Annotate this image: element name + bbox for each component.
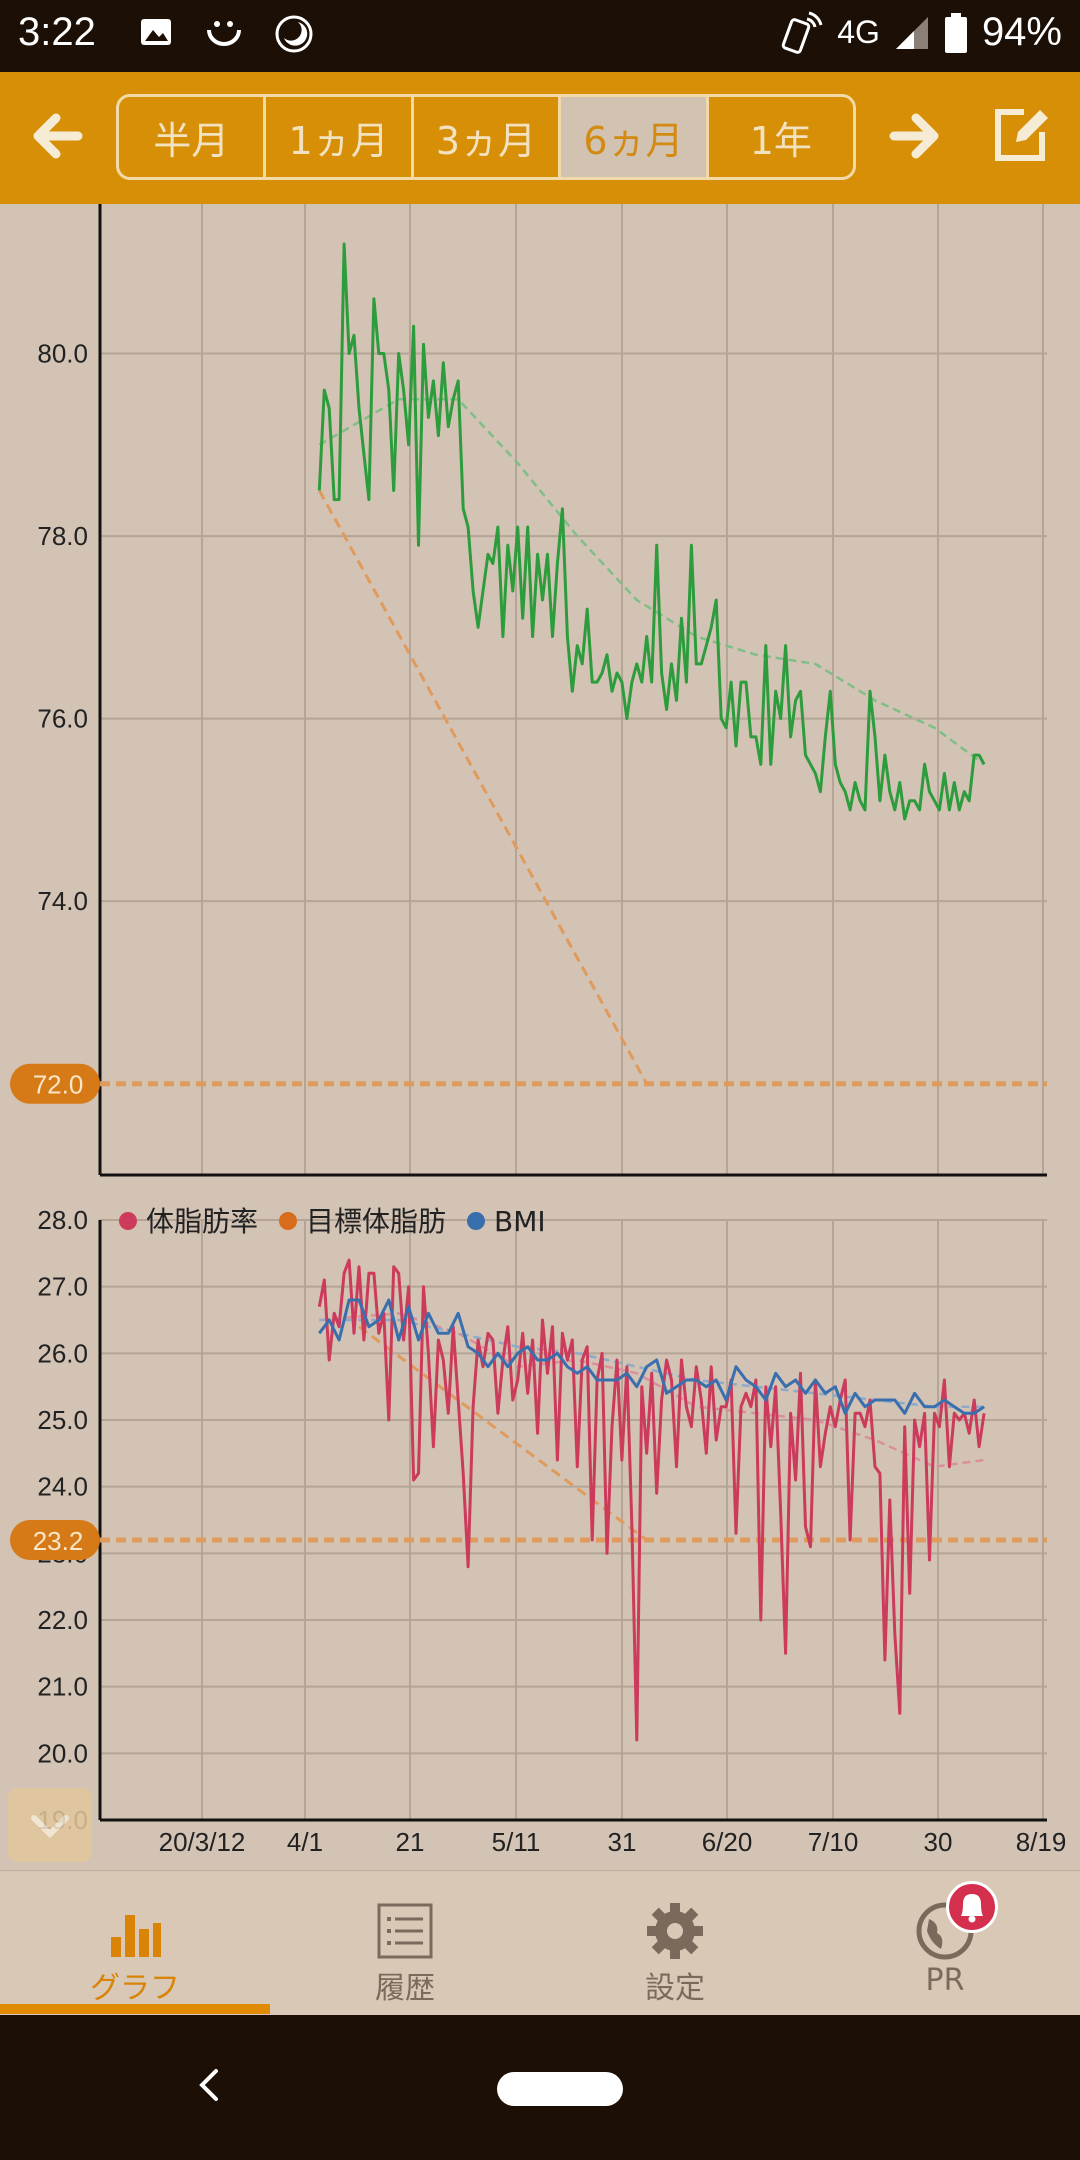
- y-tick-label: 22.0: [37, 1605, 88, 1635]
- period-1-year-button[interactable]: 1年: [749, 118, 812, 163]
- y-tick-label: 78.0: [37, 521, 88, 551]
- series-line: [318, 397, 985, 766]
- x-tick-label: 8/19: [1016, 1827, 1067, 1857]
- target-badge: [10, 1520, 100, 1560]
- period-half-month-button[interactable]: 半月: [119, 97, 267, 177]
- period-toolbar: 半月 1ヵ月 3ヵ月 6ヵ月 1年: [0, 72, 1080, 204]
- target-value-label: 72.0: [33, 1070, 84, 1100]
- target-badge: [10, 1063, 100, 1104]
- charts-area: 82.080.078.076.074.072.0体重目標体重 28.027.02…: [10, 204, 1066, 1857]
- x-tick-label: 20/3/12: [159, 1827, 246, 1857]
- y-tick-label: 80.0: [37, 339, 88, 369]
- gear-icon: [647, 1903, 703, 1959]
- home-pill-icon[interactable]: [497, 2072, 623, 2106]
- active-tab-indicator: [0, 2004, 270, 2014]
- nav-history[interactable]: 履歴: [270, 1871, 540, 2016]
- y-tick-label: 74.0: [37, 886, 88, 916]
- bar-chart-icon: [111, 1915, 161, 1957]
- nav-history-label: 履歴: [375, 1971, 435, 2006]
- back-chevron-icon[interactable]: [190, 2065, 230, 2105]
- y-tick-label: 26.0: [37, 1338, 88, 1368]
- nav-graph[interactable]: グラフ: [0, 1871, 270, 2016]
- smile-icon: [207, 21, 241, 46]
- battery-percent: 94%: [981, 10, 1062, 54]
- y-tick-label: 24.0: [37, 1472, 88, 1502]
- period-3-month-button[interactable]: 3ヵ月: [414, 97, 562, 177]
- legend-label: 目標体脂肪: [306, 1205, 446, 1238]
- nav-pr[interactable]: PR: [810, 1871, 1080, 2016]
- signal-icon: [895, 16, 928, 49]
- target-value-label: 23.2: [33, 1526, 84, 1556]
- y-tick-label: 25.0: [37, 1405, 88, 1435]
- legend-marker: [467, 1212, 485, 1230]
- x-tick-label: 7/10: [808, 1827, 859, 1857]
- legend-marker: [119, 1212, 137, 1230]
- scroll-down-button[interactable]: [8, 1788, 92, 1862]
- moon-icon: [275, 15, 313, 53]
- x-tick-label: 21: [396, 1827, 425, 1857]
- system-navigation-bar: [0, 2015, 1080, 2160]
- image-icon: [141, 19, 171, 45]
- series-line: [358, 1325, 648, 1542]
- x-tick-label: 4/1: [287, 1827, 323, 1857]
- series-line: [317, 489, 649, 1085]
- x-tick-label: 31: [608, 1827, 637, 1857]
- period-selector: 半月 1ヵ月 3ヵ月 6ヵ月 1年: [116, 94, 856, 180]
- bell-icon: [961, 1894, 983, 1923]
- legend-marker: [279, 1212, 297, 1230]
- vibrate-icon: [782, 11, 823, 54]
- y-tick-label: 27.0: [37, 1272, 88, 1302]
- series-line: [317, 1258, 986, 1742]
- x-tick-label: 30: [924, 1827, 953, 1857]
- arrow-left-icon[interactable]: [28, 106, 88, 166]
- list-icon: [377, 1903, 433, 1959]
- y-tick-label: 28.0: [37, 1205, 88, 1235]
- period-6-month-button[interactable]: 6ヵ月: [561, 97, 709, 177]
- y-tick-label: 21.0: [37, 1672, 88, 1702]
- network-type: 4G: [837, 14, 880, 50]
- series-line: [317, 242, 986, 821]
- series-line: [318, 1298, 985, 1415]
- x-tick-label: 5/11: [492, 1827, 541, 1857]
- battery-icon: [944, 12, 967, 53]
- y-tick-label: 76.0: [37, 704, 88, 734]
- nav-settings-label: 設定: [645, 1971, 705, 2006]
- x-tick-label: 6/20: [702, 1827, 753, 1857]
- chevron-down-icon: [31, 1815, 69, 1839]
- edit-icon[interactable]: [990, 102, 1050, 168]
- legend-label: 体脂肪率: [146, 1205, 258, 1238]
- period-1-month-button[interactable]: 1ヵ月: [266, 97, 414, 177]
- weight-chart: 82.080.078.076.074.072.0体重目標体重: [10, 204, 1047, 1177]
- notification-badge: [946, 1881, 998, 1933]
- legend-label: BMI: [494, 1205, 546, 1238]
- bottom-navigation: グラフ 履歴 設定 PR: [0, 1870, 1080, 2015]
- arrow-right-icon[interactable]: [884, 106, 944, 166]
- status-bar: 3:22 4G 94%: [0, 0, 1080, 72]
- nav-settings[interactable]: 設定: [540, 1871, 810, 2016]
- nav-graph-label: グラフ: [90, 1971, 180, 2006]
- nav-pr-label: PR: [925, 1963, 965, 1998]
- status-time: 3:22: [18, 10, 96, 54]
- y-tick-label: 20.0: [37, 1738, 88, 1768]
- body-fat-chart: 28.027.026.025.024.023.022.021.020.019.0…: [10, 1205, 1066, 1857]
